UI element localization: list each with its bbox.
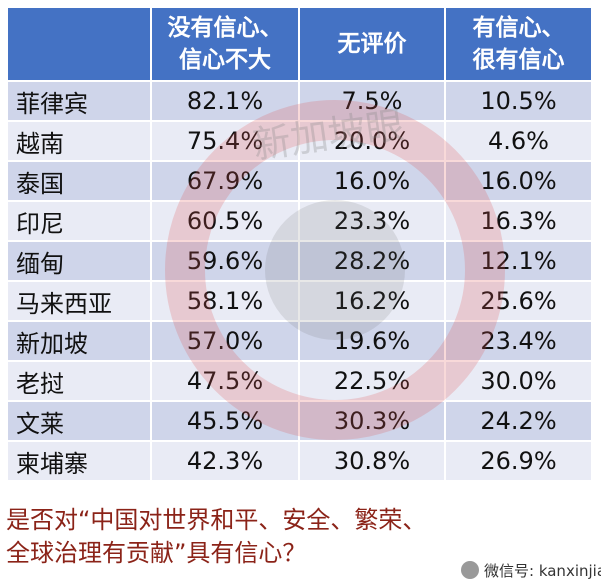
- value-cell: 82.1%: [152, 82, 298, 120]
- value-cell: 47.5%: [152, 362, 298, 400]
- value-cell: 7.5%: [300, 82, 444, 120]
- value-cell: 20.0%: [300, 122, 444, 160]
- header-text: 没有信心、: [167, 15, 283, 41]
- country-cell: 越南: [8, 122, 150, 160]
- value-cell: 16.3%: [446, 202, 591, 240]
- value-cell: 23.4%: [446, 322, 591, 360]
- country-cell: 马来西亚: [8, 282, 150, 320]
- value-cell: 23.3%: [300, 202, 444, 240]
- value-cell: 59.6%: [152, 242, 298, 280]
- value-cell: 30.8%: [300, 442, 444, 480]
- caption-line: 是否对“中国对世界和平、安全、繁荣、: [6, 506, 427, 534]
- header-cell: 有信心、 很有信心: [446, 8, 591, 80]
- value-cell: 16.2%: [300, 282, 444, 320]
- value-cell: 28.2%: [300, 242, 444, 280]
- value-cell: 67.9%: [152, 162, 298, 200]
- value-cell: 60.5%: [152, 202, 298, 240]
- country-cell: 菲律宾: [8, 82, 150, 120]
- caption-line: 全球治理有贡献”具有信心？: [6, 539, 307, 567]
- country-cell: 印尼: [8, 202, 150, 240]
- header-text: 信心不大: [179, 47, 271, 73]
- header-cell: [8, 8, 150, 80]
- header-text: 无评价: [337, 31, 407, 57]
- value-cell: 57.0%: [152, 322, 298, 360]
- value-cell: 4.6%: [446, 122, 591, 160]
- value-cell: 30.0%: [446, 362, 591, 400]
- country-cell: 老挝: [8, 362, 150, 400]
- value-cell: 10.5%: [446, 82, 591, 120]
- header-cell: 无评价: [300, 8, 444, 80]
- value-cell: 45.5%: [152, 402, 298, 440]
- wechat-icon: [461, 561, 479, 579]
- value-cell: 42.3%: [152, 442, 298, 480]
- country-cell: 文莱: [8, 402, 150, 440]
- value-cell: 16.0%: [300, 162, 444, 200]
- country-cell: 柬埔寨: [8, 442, 150, 480]
- value-cell: 25.6%: [446, 282, 591, 320]
- value-cell: 22.5%: [300, 362, 444, 400]
- wechat-id: 微信号: kanxinjiapo: [484, 562, 601, 580]
- value-cell: 24.2%: [446, 402, 591, 440]
- value-cell: 26.9%: [446, 442, 591, 480]
- value-cell: 16.0%: [446, 162, 591, 200]
- header-text: 很有信心: [472, 47, 565, 73]
- country-cell: 缅甸: [8, 242, 150, 280]
- value-cell: 12.1%: [446, 242, 591, 280]
- value-cell: 30.3%: [300, 402, 444, 440]
- value-cell: 58.1%: [152, 282, 298, 320]
- country-cell: 新加坡: [8, 322, 150, 360]
- header-text: 有信心、: [472, 15, 565, 41]
- value-cell: 75.4%: [152, 122, 298, 160]
- header-cell: 没有信心、 信心不大: [152, 8, 298, 80]
- value-cell: 19.6%: [300, 322, 444, 360]
- country-cell: 泰国: [8, 162, 150, 200]
